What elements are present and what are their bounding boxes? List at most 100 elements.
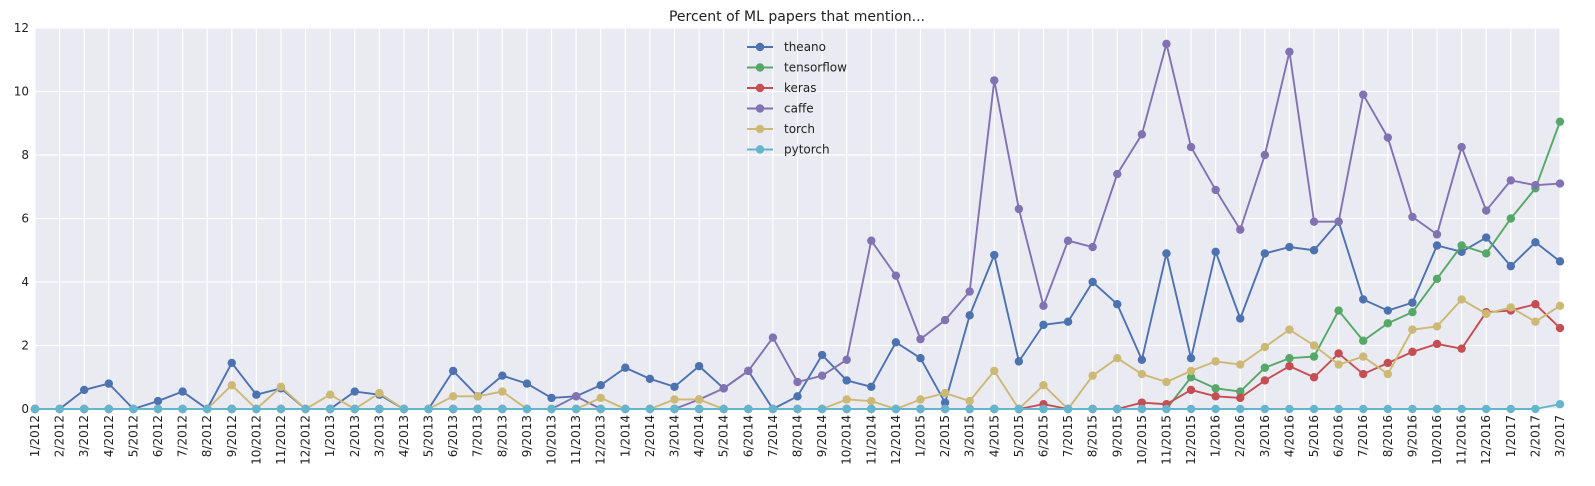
caffe-point (1531, 180, 1540, 190)
torch-point (1555, 301, 1565, 311)
series-lines (30, 39, 1565, 414)
theano-point (596, 380, 605, 390)
pytorch-point (916, 404, 925, 414)
theano-point (1162, 249, 1171, 258)
theano-point (1063, 317, 1073, 326)
keras-point (1260, 376, 1270, 385)
tensorflow-point (1211, 384, 1220, 393)
x-tick-label: 10/2014 (840, 415, 854, 465)
x-tick-label: 8/2013 (495, 415, 509, 457)
x-tick-label: 1/2014 (618, 415, 632, 457)
caffe-point (990, 76, 999, 85)
pytorch-point (547, 404, 556, 414)
caffe-point (1285, 47, 1294, 57)
torch-point (1408, 325, 1417, 334)
x-tick-label: 4/2012 (102, 415, 116, 457)
keras-point (1211, 392, 1220, 401)
torch-point (1113, 354, 1122, 363)
x-tick-label: 10/2016 (1430, 415, 1444, 465)
tensorflow-point (1309, 352, 1319, 361)
theano-point (916, 354, 925, 363)
tensorflow-point (1186, 373, 1196, 382)
pytorch-point (1309, 404, 1319, 414)
theano-point (252, 390, 261, 399)
x-tick-label: 1/2013 (323, 415, 337, 457)
pytorch-point (375, 404, 384, 414)
pytorch-point (817, 404, 827, 414)
x-tick-label: 5/2012 (126, 415, 140, 457)
theano-point (350, 387, 359, 396)
tensorflow-point (1285, 354, 1294, 363)
torch-point (842, 395, 851, 404)
y-tick-label: 0 (21, 402, 29, 416)
theano-point (891, 338, 901, 347)
pytorch-point (744, 404, 753, 414)
pytorch-point (1137, 404, 1147, 414)
pytorch-point (768, 404, 778, 414)
x-axis-ticks: 1/2012 2/2012 3/2012 4/2012 5/2012 6/2012 7/20… (28, 415, 1567, 465)
theano-point (153, 396, 163, 406)
theano-point (645, 374, 655, 384)
pytorch-point (1334, 404, 1343, 414)
grid-lines (34, 27, 1561, 410)
pytorch-point (498, 404, 507, 414)
pytorch-point (891, 404, 901, 414)
torch-point (1236, 360, 1245, 369)
pytorch-point (178, 404, 187, 414)
tensorflow-point (1383, 319, 1393, 328)
keras-point (1531, 300, 1540, 309)
x-tick-label: 6/2013 (446, 415, 460, 457)
torch-point (1088, 371, 1097, 380)
pytorch-point (55, 404, 64, 414)
torch-point (1260, 342, 1270, 352)
caffe-point (1457, 142, 1466, 152)
legend-marker (755, 145, 765, 154)
legend-marker (755, 42, 765, 52)
theano-point (448, 366, 458, 376)
caffe-point (1113, 169, 1122, 179)
pytorch-point (1236, 404, 1245, 414)
y-axis-ticks: 0 2 4 6 8 10 12 (14, 21, 29, 416)
x-tick-label: 11/2012 (274, 415, 288, 465)
legend-marker (755, 83, 765, 93)
legend-label: keras (784, 81, 816, 95)
x-tick-label: 8/2014 (791, 415, 805, 457)
theano-point (694, 361, 704, 371)
x-tick-label: 3/2012 (77, 415, 91, 457)
keras-point (1285, 361, 1294, 371)
tensorflow-point (1359, 336, 1368, 345)
pytorch-point (448, 404, 458, 414)
pytorch-point (30, 404, 40, 414)
theano-point (79, 385, 89, 395)
pytorch-point (301, 404, 310, 414)
x-tick-label: 3/2017 (1553, 415, 1567, 457)
pytorch-point (276, 404, 286, 414)
theano-point (1039, 320, 1048, 330)
torch-point (1457, 295, 1466, 304)
torch-point (867, 396, 876, 406)
pytorch-point (202, 404, 212, 414)
theano-point (1482, 233, 1491, 242)
caffe-point (1186, 142, 1196, 152)
x-tick-label: 1/2012 (28, 415, 42, 457)
x-tick-label: 10/2015 (1135, 415, 1149, 465)
x-tick-label: 11/2016 (1455, 415, 1469, 465)
legend-label: pytorch (784, 143, 830, 157)
legend-item-torch: torch (747, 122, 815, 136)
pytorch-point (79, 404, 89, 414)
theano-point (1506, 261, 1516, 271)
tensorflow-point (1236, 387, 1245, 396)
caffe-point (1359, 90, 1368, 99)
theano-point (867, 382, 876, 391)
theano-point (990, 250, 999, 260)
pytorch-point (940, 404, 950, 414)
keras-point (1457, 344, 1466, 353)
theano-point (621, 363, 630, 372)
theano-point (793, 392, 802, 401)
pytorch-point (424, 404, 433, 414)
caffe-point (793, 377, 802, 387)
x-tick-label: 11/2014 (864, 415, 878, 465)
theano-point (547, 393, 556, 403)
pytorch-point (399, 404, 409, 414)
x-tick-label: 1/2016 (1209, 415, 1223, 457)
